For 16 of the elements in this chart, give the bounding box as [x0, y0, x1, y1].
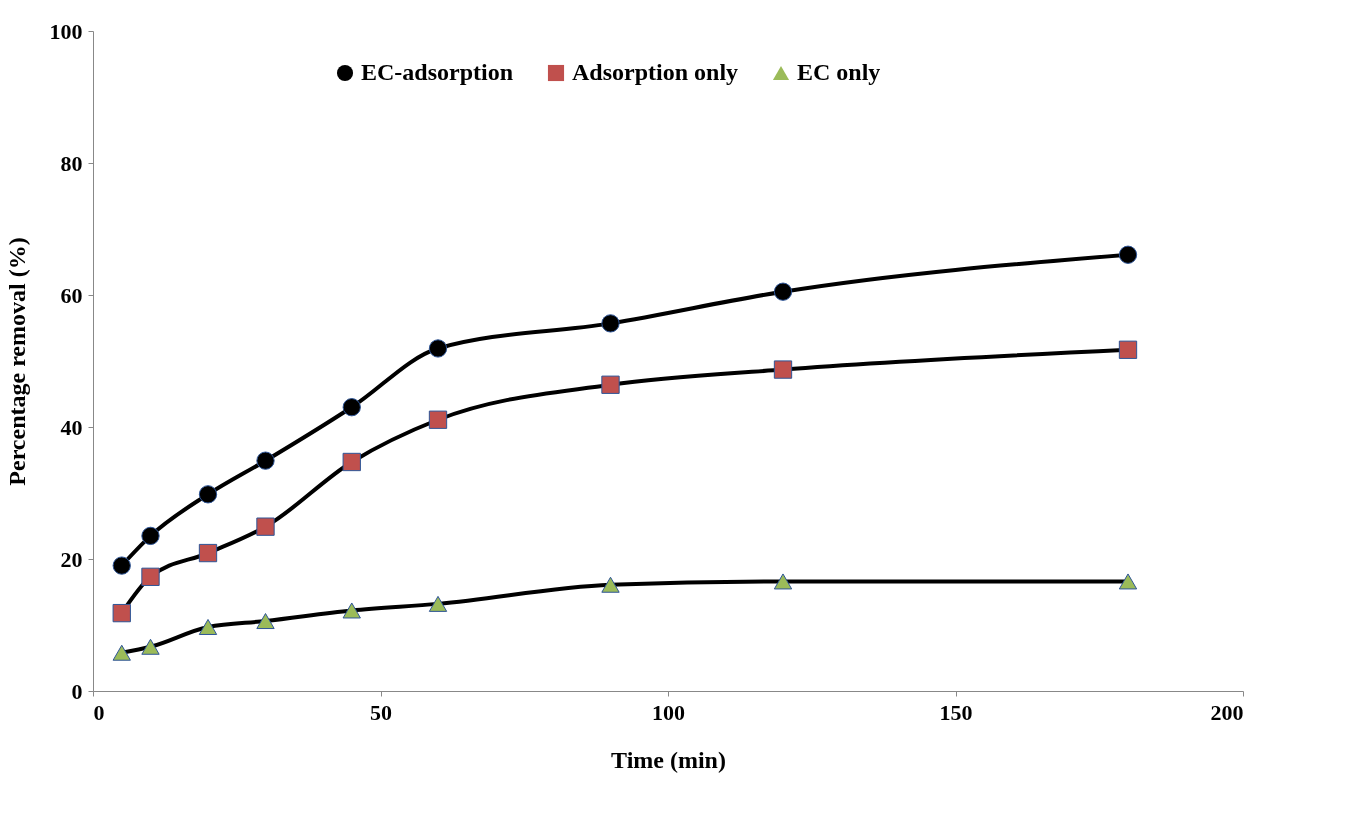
- y-tick-label: 60: [60, 282, 83, 308]
- x-tick-label: 150: [939, 699, 973, 725]
- y-tick-label: 40: [60, 414, 83, 440]
- y-axis-title: Percentage removal (%): [3, 237, 30, 486]
- x-axis-title: Time (min): [611, 746, 726, 773]
- y-tick-label: 80: [60, 150, 83, 176]
- legend-label: EC only: [797, 59, 881, 85]
- x-tick-label: 50: [370, 699, 392, 725]
- legend-label: Adsorption only: [572, 59, 739, 85]
- y-tick-label: 0: [71, 678, 83, 704]
- x-tick-label: 200: [1210, 699, 1244, 725]
- x-tick-label: 0: [93, 699, 105, 725]
- x-tick-label: 100: [652, 699, 685, 725]
- y-tick-label: 100: [49, 18, 83, 44]
- y-tick-label: 20: [60, 546, 83, 572]
- legend-label: EC-adsorption: [361, 59, 514, 85]
